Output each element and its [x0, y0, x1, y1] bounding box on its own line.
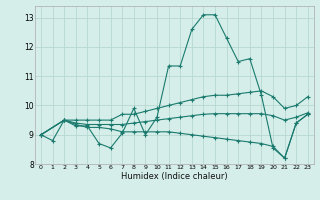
- X-axis label: Humidex (Indice chaleur): Humidex (Indice chaleur): [121, 172, 228, 181]
